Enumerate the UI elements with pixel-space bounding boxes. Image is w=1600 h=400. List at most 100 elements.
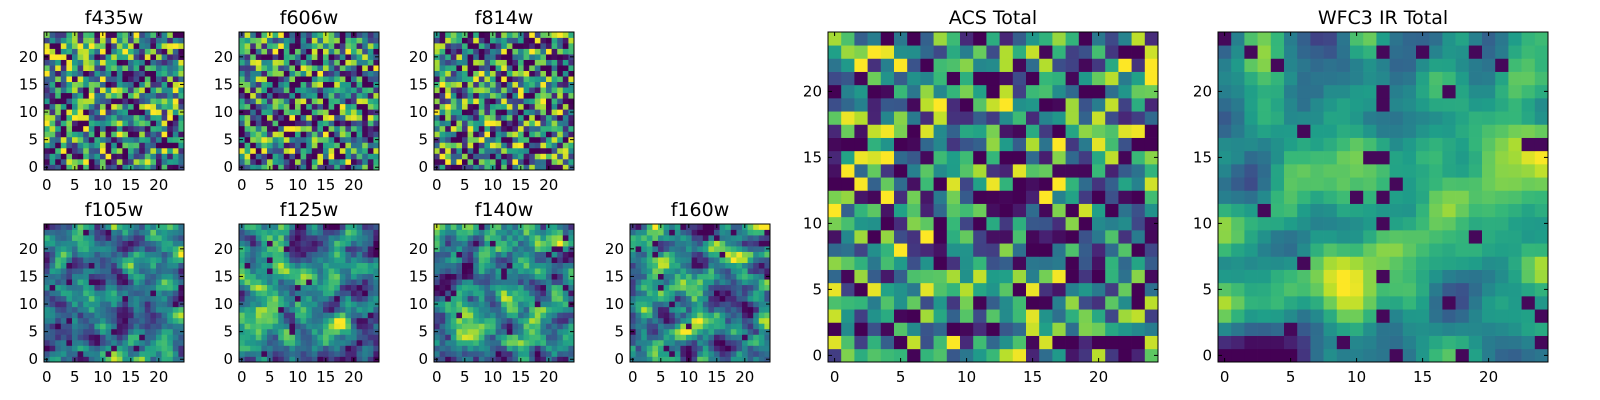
heatmap-cell <box>83 356 90 363</box>
heatmap-cell <box>122 37 129 44</box>
heatmap-cell <box>345 306 352 313</box>
heatmap-cell <box>367 142 374 149</box>
heatmap-cell <box>60 37 67 44</box>
heatmap-cell <box>373 87 380 94</box>
heatmap-cell <box>150 48 157 55</box>
heatmap-cell <box>568 240 575 247</box>
heatmap-cell <box>356 356 363 363</box>
heatmap-cell <box>100 131 106 138</box>
heatmap-cell <box>439 323 446 330</box>
heatmap-cell <box>714 345 720 352</box>
heatmap-cell <box>484 59 491 66</box>
heatmap-cell <box>641 268 648 275</box>
heatmap-cell <box>144 284 151 291</box>
heatmap-cell <box>150 356 157 363</box>
heatmap-cell <box>557 328 564 335</box>
heatmap-cell <box>1131 164 1146 178</box>
heatmap-cell <box>747 262 754 269</box>
heatmap-cell <box>478 136 485 143</box>
heatmap-cell <box>691 273 698 280</box>
heatmap-cell <box>557 59 564 66</box>
heatmap-cell <box>362 32 369 38</box>
heatmap-cell <box>512 251 519 258</box>
heatmap-cell <box>100 273 106 280</box>
heatmap-cell <box>351 65 357 71</box>
heatmap-cell <box>506 339 513 346</box>
heatmap-cell <box>534 48 541 55</box>
heatmap-cell <box>450 92 457 99</box>
heatmap-cell <box>540 328 547 335</box>
heatmap-cell <box>540 334 547 341</box>
heatmap-cell <box>66 142 73 149</box>
heatmap-cell <box>150 142 157 149</box>
heatmap-cell <box>495 301 502 308</box>
heatmap-cell <box>328 158 335 165</box>
heatmap-cell <box>736 295 743 302</box>
x-tick-label: 0 <box>237 176 247 194</box>
heatmap-cell <box>484 240 491 247</box>
heatmap-cell <box>150 43 157 49</box>
heatmap-cell <box>742 295 748 302</box>
heatmap-cell <box>283 334 290 341</box>
heatmap-cell <box>546 43 552 49</box>
heatmap-cell <box>568 37 575 44</box>
heatmap-cell <box>351 273 357 280</box>
heatmap-cell <box>139 339 146 346</box>
heatmap-cell <box>456 246 463 252</box>
heatmap-cell <box>467 284 474 291</box>
heatmap-cell <box>736 323 743 330</box>
heatmap-cell <box>534 295 541 302</box>
heatmap-cell <box>367 54 374 60</box>
heatmap-cell <box>250 251 257 258</box>
heatmap-cell <box>300 98 307 105</box>
heatmap-cell <box>66 147 73 154</box>
heatmap-cell <box>49 147 56 154</box>
heatmap-cell <box>111 125 118 132</box>
heatmap-cell <box>239 306 245 313</box>
heatmap-cell <box>156 246 162 252</box>
heatmap-cell <box>562 103 569 110</box>
heatmap-cell <box>529 290 536 297</box>
heatmap-cell <box>730 290 737 297</box>
heatmap-cell <box>116 257 123 263</box>
heatmap-cell <box>534 257 541 263</box>
heatmap-cell <box>255 103 262 110</box>
heatmap-cell <box>161 32 168 38</box>
heatmap-cell <box>697 356 704 363</box>
heatmap-cell <box>111 229 118 236</box>
heatmap-cell <box>484 164 491 171</box>
heatmap-cell <box>300 279 307 286</box>
heatmap-cell <box>473 76 480 83</box>
heatmap-cell <box>439 54 446 60</box>
heatmap-cell <box>445 224 452 230</box>
heatmap-cell <box>289 98 296 105</box>
heatmap-cell <box>646 328 653 335</box>
heatmap-cell <box>267 323 273 330</box>
heatmap-cell <box>478 235 485 241</box>
heatmap-cell <box>362 317 369 324</box>
heatmap-cell <box>172 32 179 38</box>
heatmap-cell <box>178 70 185 77</box>
heatmap-cell <box>306 76 313 83</box>
heatmap-cell <box>278 262 285 269</box>
heatmap-cell <box>339 59 346 66</box>
heatmap-cell <box>456 257 463 263</box>
heatmap-cell <box>373 131 380 138</box>
heatmap-cell <box>736 279 743 286</box>
heatmap-cell <box>439 284 446 291</box>
heatmap-cell <box>646 284 653 291</box>
heatmap-cell <box>267 70 273 77</box>
heatmap-cell <box>691 268 698 275</box>
heatmap-cell <box>250 284 257 291</box>
heatmap-cell <box>445 158 452 165</box>
heatmap-cell <box>669 334 676 341</box>
heatmap-cell <box>450 32 457 38</box>
heatmap-cell <box>367 262 374 269</box>
heatmap-cell <box>272 301 279 308</box>
heatmap-cell <box>439 43 446 49</box>
heatmap-cell <box>568 312 575 319</box>
heatmap-cell <box>478 224 485 230</box>
heatmap-cell <box>295 147 301 154</box>
heatmap-cell <box>529 306 536 313</box>
